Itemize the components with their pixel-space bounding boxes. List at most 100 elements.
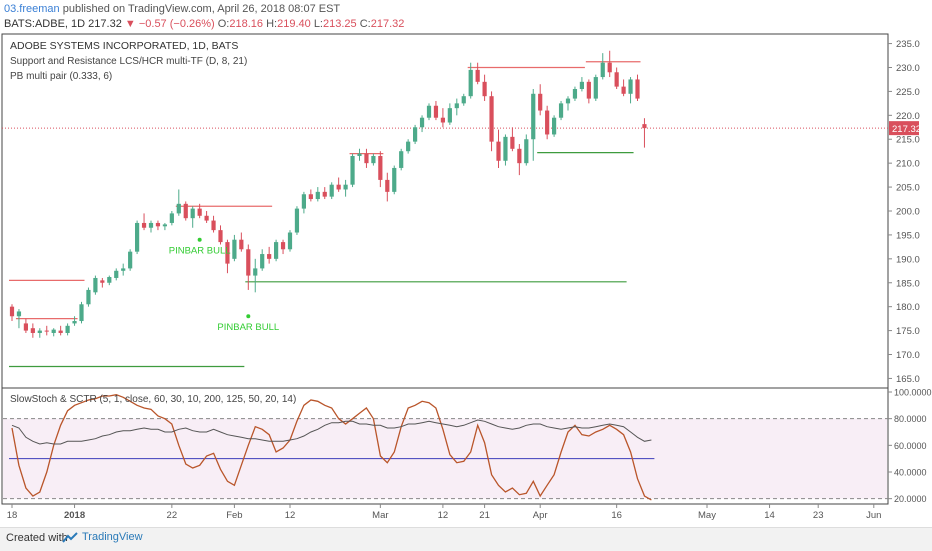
candle[interactable] [419,115,425,133]
candle[interactable] [260,249,265,271]
candle[interactable] [23,318,28,333]
candle[interactable] [308,189,313,202]
candle[interactable] [558,100,564,121]
candle[interactable] [280,239,286,255]
candle[interactable] [524,134,529,166]
candle[interactable] [538,84,543,116]
candle[interactable] [190,206,195,228]
candle[interactable] [503,134,508,166]
candle[interactable] [37,328,42,338]
candle[interactable] [79,301,84,324]
candle[interactable] [378,151,383,188]
candle[interactable] [86,287,91,307]
price-pane[interactable]: 165.0 170.0 175.0 180.0 185.0 190.0 195.0 200.0… [2,39,921,385]
candle[interactable] [162,222,167,231]
candle[interactable] [183,201,188,221]
candle[interactable] [447,103,452,125]
candle[interactable] [93,275,98,295]
candle[interactable] [294,206,300,235]
candle[interactable] [329,182,334,200]
oscillator-pane[interactable]: 20.0000 40.0000 60.0000 80.0000 100.0000 [3,388,932,505]
candle[interactable] [621,79,626,97]
candle[interactable] [232,234,237,262]
candle[interactable] [364,148,369,168]
candle[interactable] [489,91,494,152]
candle[interactable] [586,79,591,104]
candle[interactable] [121,263,126,276]
candle[interactable] [628,77,633,104]
candle[interactable] [385,172,390,202]
candle[interactable] [475,62,480,85]
candle[interactable] [128,249,133,271]
candle[interactable] [72,316,77,326]
candle[interactable] [461,93,466,106]
candle[interactable] [531,89,536,161]
candle[interactable] [135,220,140,255]
candle[interactable] [267,246,272,264]
candle[interactable] [336,177,341,192]
candle[interactable] [65,323,70,336]
candle[interactable] [211,215,216,233]
candle[interactable] [440,108,445,128]
candle[interactable] [600,53,605,80]
candle[interactable] [239,232,244,252]
candle[interactable] [114,268,119,281]
candle[interactable] [350,153,355,188]
candle[interactable] [433,100,439,121]
candle[interactable] [58,325,63,336]
candle[interactable] [593,74,598,101]
candle[interactable] [343,179,348,197]
candle[interactable] [301,191,306,214]
candle[interactable] [496,129,501,168]
candle[interactable] [9,304,15,322]
candle[interactable] [468,62,473,99]
candle[interactable] [607,50,612,78]
candle[interactable] [426,103,432,121]
author-link[interactable]: 03.freeman [4,3,60,15]
candle[interactable] [454,98,459,116]
candle[interactable] [107,275,112,286]
candle[interactable] [169,211,174,226]
candle[interactable] [225,239,230,274]
candle[interactable] [287,230,293,252]
tradingview-link[interactable]: TradingView [82,531,143,543]
candle[interactable] [552,115,557,137]
candle[interactable] [579,77,584,92]
candle[interactable] [642,118,647,148]
candle[interactable] [315,187,320,202]
candle[interactable] [510,127,515,152]
candle[interactable] [413,124,418,145]
candle[interactable] [371,153,376,166]
candle[interactable] [246,244,251,290]
candle[interactable] [100,277,105,288]
candle[interactable] [16,309,22,329]
candle[interactable] [141,213,147,231]
candle[interactable] [517,144,522,176]
candle[interactable] [197,203,202,219]
candle[interactable] [392,165,397,195]
candle[interactable] [274,239,279,262]
candle[interactable] [399,148,404,171]
candle-body [419,117,425,128]
candle[interactable] [482,74,487,101]
candle[interactable] [545,105,550,140]
candle[interactable] [572,86,578,101]
candle[interactable] [148,220,154,233]
candle[interactable] [176,189,181,216]
candle[interactable] [218,225,223,245]
candle[interactable] [44,325,49,336]
candle[interactable] [406,139,411,154]
tradingview-logo-icon [62,532,78,543]
candle[interactable] [322,187,327,200]
candle[interactable] [155,220,161,231]
candle[interactable] [357,148,362,161]
candle[interactable] [51,328,56,337]
time-axis[interactable]: 18 2018 22 Feb 12 Mar 12 21 Apr 16 May 14 23 Jun [7,504,882,521]
candle[interactable] [614,67,619,90]
candle[interactable] [30,323,35,338]
candle[interactable] [565,96,571,111]
candle[interactable] [204,211,209,223]
candle[interactable] [635,74,640,101]
candle[interactable] [253,258,258,293]
